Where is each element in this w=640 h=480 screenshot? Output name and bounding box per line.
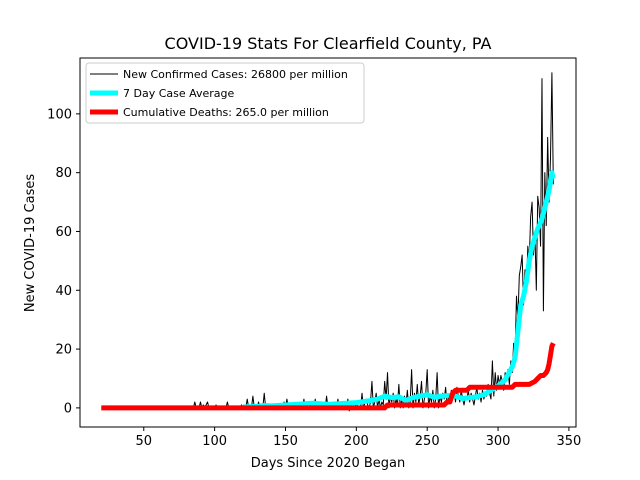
x-axis-label: Days Since 2020 Began bbox=[251, 456, 406, 471]
legend-label-1: New Confirmed Cases: 26800 per million bbox=[123, 68, 348, 81]
y-tick-label: 80 bbox=[55, 166, 72, 181]
chart-axes: 50 100 150 200 250 300 350 0 20 40 60 80 100 bbox=[47, 57, 582, 449]
y-axis-label: New COVID-19 Cases bbox=[23, 174, 38, 312]
y-tick-label: 20 bbox=[55, 343, 72, 358]
x-tick-label: 250 bbox=[415, 434, 440, 449]
y-tick-label: 60 bbox=[55, 225, 72, 240]
series-line-1 bbox=[192, 72, 554, 412]
x-tick-label: 300 bbox=[486, 434, 511, 449]
x-tick-label: 150 bbox=[273, 434, 298, 449]
legend-label-3: Cumulative Deaths: 265.0 per million bbox=[123, 106, 329, 119]
chart-marks bbox=[101, 72, 556, 412]
plot-frame bbox=[79, 57, 577, 428]
series-line-3 bbox=[101, 342, 556, 411]
chart-legend: New Confirmed Cases: 26800 per million 7 … bbox=[85, 62, 365, 124]
series-line-2 bbox=[242, 170, 556, 410]
x-tick-label: 50 bbox=[135, 434, 152, 449]
x-tick-label: 100 bbox=[202, 434, 227, 449]
legend-label-2: 7 Day Case Average bbox=[123, 87, 235, 100]
y-tick-label: 0 bbox=[64, 401, 72, 416]
y-tick-label: 100 bbox=[47, 107, 72, 122]
chart-title: COVID-19 Stats For Clearfield County, PA bbox=[165, 34, 492, 53]
x-tick-label: 350 bbox=[557, 434, 582, 449]
x-tick-label: 200 bbox=[344, 434, 369, 449]
legend-box bbox=[85, 62, 365, 124]
y-tick-label: 40 bbox=[55, 284, 72, 299]
